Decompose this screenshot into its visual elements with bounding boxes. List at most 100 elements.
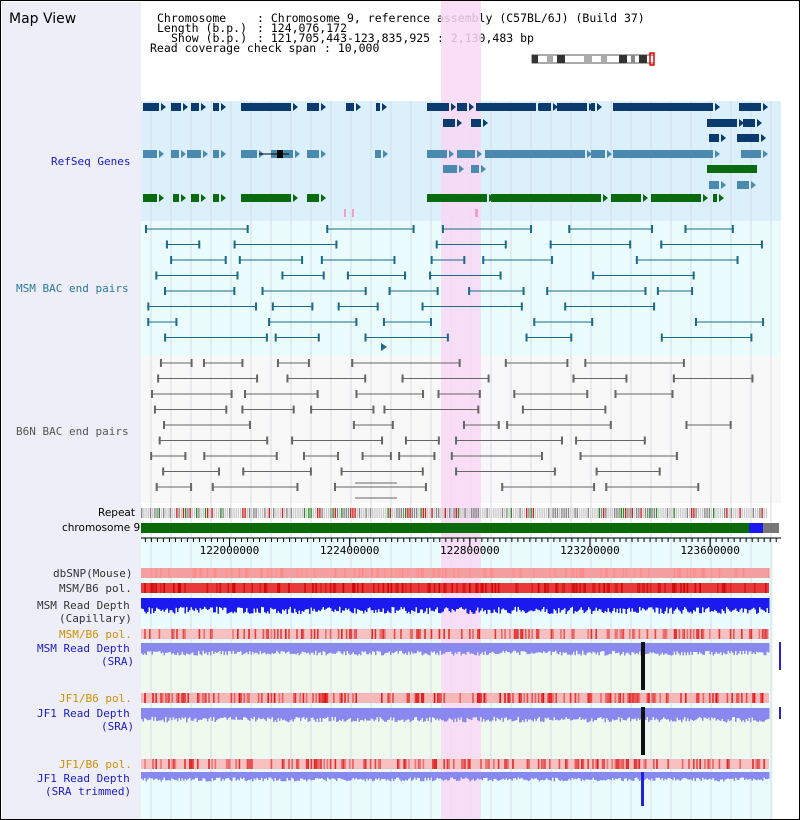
gene-block[interactable] xyxy=(427,103,449,111)
gene-block[interactable] xyxy=(213,150,219,158)
msm-capillary-depth-bar xyxy=(502,598,504,609)
gene-block[interactable] xyxy=(173,194,179,202)
jf1-trimmed-depth-bar xyxy=(298,772,300,781)
gene-block[interactable] xyxy=(457,103,467,111)
msm-sra-depth-bar xyxy=(603,643,605,652)
gene-block[interactable] xyxy=(443,165,457,173)
jf1-trimmed-depth-bar xyxy=(345,772,347,781)
gene-block[interactable] xyxy=(307,150,319,158)
msm-capillary-depth-bar xyxy=(723,598,725,611)
msm-b6-pol-strip-2[interactable] xyxy=(141,629,769,639)
gene-block[interactable] xyxy=(213,103,219,111)
dbsnp-label[interactable]: dbSNP(Mouse) xyxy=(53,567,133,580)
gene-block[interactable] xyxy=(187,150,201,158)
jf1-read-depth-trimmed-label[interactable]: JF1 Read Depth xyxy=(37,772,130,785)
gene-block[interactable] xyxy=(143,194,157,202)
jf1-trimmed-depth-bar xyxy=(235,772,237,781)
jf1-b6-pol-strip-2-mark xyxy=(704,759,706,769)
jf1-trimmed-depth-bar xyxy=(664,772,666,779)
gene-block[interactable] xyxy=(743,119,755,127)
gene-block[interactable] xyxy=(346,103,354,111)
gene-block[interactable] xyxy=(191,194,199,202)
msm-read-depth-capillary-label[interactable]: MSM Read Depth xyxy=(37,599,130,612)
gene-block[interactable] xyxy=(241,103,291,111)
jf1-trimmed-depth-bar xyxy=(216,772,218,778)
gene-block[interactable] xyxy=(709,134,719,142)
gene-block[interactable] xyxy=(427,194,487,202)
gene-block[interactable] xyxy=(613,150,713,158)
gene-block[interactable] xyxy=(471,119,481,127)
jf1-sra-depth-bar xyxy=(361,708,363,721)
gene-block[interactable] xyxy=(307,103,319,111)
jf1-trimmed-depth-bar xyxy=(297,772,299,781)
msm-b6-pol-label-2[interactable]: MSM/B6 pol. xyxy=(59,628,132,641)
jf1-b6-pol-label-1[interactable]: JF1/B6 pol. xyxy=(59,692,132,705)
gene-block[interactable] xyxy=(471,165,479,173)
gene-block[interactable] xyxy=(591,150,605,158)
gene-block[interactable] xyxy=(143,103,159,111)
gene-block[interactable] xyxy=(539,103,551,111)
gene-block[interactable] xyxy=(457,150,475,158)
jf1-trimmed-depth-bar xyxy=(504,772,506,780)
gene-block[interactable] xyxy=(476,103,536,111)
gene-block[interactable] xyxy=(611,194,641,202)
gene-block[interactable] xyxy=(651,194,701,202)
jf1-b6-pol-strip-1-mark xyxy=(406,693,409,703)
gene-block[interactable] xyxy=(739,103,761,111)
gene-block[interactable] xyxy=(213,194,219,202)
jf1-read-depth-sra-label[interactable]: JF1 Read Depth xyxy=(37,707,130,720)
b6n-bac-label[interactable]: B6N BAC end pairs xyxy=(16,425,129,438)
gene-block[interactable] xyxy=(737,181,749,189)
jf1-sra-depth-bar xyxy=(393,708,395,718)
msm-capillary-depth-bar xyxy=(628,598,630,608)
refseq-label[interactable]: RefSeq Genes xyxy=(51,155,131,168)
jf1-b6-pol-strip-1-mark xyxy=(257,693,260,703)
jf1-b6-pol-strip-2-mark xyxy=(633,759,636,769)
gene-marker xyxy=(344,209,346,217)
gene-block[interactable] xyxy=(427,150,447,158)
gene-block[interactable] xyxy=(443,119,455,127)
gene-block[interactable] xyxy=(581,194,601,202)
gene-block[interactable] xyxy=(191,103,199,111)
msm-b6-pol-label-1[interactable]: MSM/B6 pol. xyxy=(59,582,132,595)
msm-bac-label[interactable]: MSM BAC end pairs xyxy=(16,282,129,295)
gene-block[interactable] xyxy=(709,181,719,189)
gene-block[interactable] xyxy=(375,150,381,158)
gene-block[interactable] xyxy=(707,119,737,127)
msm-read-depth-sra-label[interactable]: MSM Read Depth xyxy=(37,642,130,655)
gene-block[interactable] xyxy=(713,194,717,202)
repeat-mark xyxy=(598,508,600,518)
gene-block[interactable] xyxy=(241,150,257,158)
msm-b6-pol-strip-1-mark xyxy=(150,583,153,593)
chromosome-bar[interactable] xyxy=(141,523,751,533)
gene-block[interactable] xyxy=(143,150,157,158)
msm-b6-pol-strip-1-mark xyxy=(232,583,234,593)
jf1-trimmed-depth-bar xyxy=(319,772,321,779)
jf1-sra-depth-bar xyxy=(193,708,195,720)
gene-block[interactable] xyxy=(485,150,585,158)
gene-block[interactable] xyxy=(557,103,587,111)
jf1-b6-pol-strip-1[interactable] xyxy=(141,693,769,703)
gene-block[interactable] xyxy=(171,103,181,111)
jf1-trimmed-depth-bar xyxy=(168,772,170,781)
msm-capillary-depth-bar xyxy=(169,598,171,611)
gene-block[interactable] xyxy=(491,194,581,202)
gene-block[interactable] xyxy=(171,150,179,158)
jf1-b6-pol-label-2[interactable]: JF1/B6 pol. xyxy=(59,758,132,771)
dbsnp-strip[interactable] xyxy=(141,568,769,578)
msm-sra-depth-bar xyxy=(145,643,147,656)
msm-b6-pol-strip-1[interactable] xyxy=(141,583,769,593)
msm-sra-depth-bar xyxy=(157,643,159,652)
dbsnp-strip-mark xyxy=(206,568,209,578)
gene-block[interactable] xyxy=(307,194,319,202)
msm-b6-pol-strip-2-mark xyxy=(763,629,765,639)
gene-block[interactable] xyxy=(741,150,761,158)
gene-block[interactable] xyxy=(613,103,713,111)
gene-block[interactable] xyxy=(707,165,757,173)
gene-block[interactable] xyxy=(376,103,380,111)
gene-block[interactable] xyxy=(737,134,759,142)
jf1-b6-pol-strip-2[interactable] xyxy=(141,759,769,769)
repeat-mark xyxy=(572,508,574,518)
gene-block[interactable] xyxy=(241,194,291,202)
